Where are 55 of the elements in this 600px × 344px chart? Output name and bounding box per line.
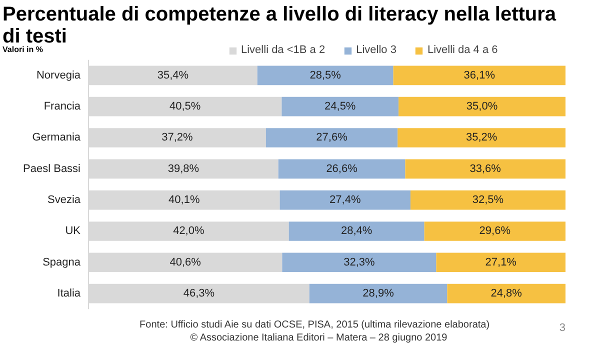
y-tick-label: Svezia <box>47 194 82 206</box>
data-label: 33,6% <box>470 162 502 175</box>
bar <box>282 252 436 272</box>
legend-label: Livello 3 <box>356 44 396 56</box>
bar <box>398 96 566 116</box>
bar <box>282 96 399 116</box>
bar <box>424 222 566 241</box>
text: 3 <box>559 322 566 334</box>
data-label: 40,5% <box>170 100 201 113</box>
data-label: 39,8% <box>168 162 200 175</box>
data-label: 28,9% <box>362 288 394 300</box>
bar <box>288 222 424 241</box>
data-label: 32,5% <box>472 194 504 206</box>
bar <box>309 284 448 304</box>
text: © Associazione Italiana Editori – Matera – 28 giugno 2019 <box>190 332 448 344</box>
bar <box>393 66 566 86</box>
y-tick-label: Francia <box>44 100 82 113</box>
y-tick-label: Spagna <box>42 256 82 268</box>
data-label: 24,5% <box>324 100 356 113</box>
data-label: 28,4% <box>340 225 372 238</box>
data-label: 32,3% <box>344 256 376 268</box>
y-tick-label: Germania <box>32 132 82 144</box>
data-label: 29,6% <box>479 225 511 238</box>
data-label: 35,2% <box>466 132 498 144</box>
data-label: 28,5% <box>310 69 342 82</box>
data-label: 46,3% <box>183 288 215 300</box>
source-note: Fonte: Ufficio studi Aie su dati OCSE, PISA, 2015 (ultima rilevazione elaborata) <box>140 320 490 331</box>
bar <box>436 252 566 272</box>
data-label: 42,0% <box>173 225 204 238</box>
data-label: 40,1% <box>168 194 200 206</box>
bar <box>398 128 566 148</box>
data-label: 36,1% <box>464 69 496 82</box>
bar <box>257 66 394 86</box>
bar <box>280 190 410 210</box>
bar <box>405 159 566 179</box>
data-label: 37,2% <box>162 132 194 144</box>
data-label: 27,6% <box>316 132 348 144</box>
data-label: 27,1% <box>485 256 517 268</box>
bar <box>447 284 566 304</box>
text: Valori in % <box>2 44 43 54</box>
data-label: 40,6% <box>170 256 202 268</box>
legend-label: Livelli da 4 a 6 <box>427 44 498 56</box>
bar <box>278 159 406 179</box>
bar <box>410 190 566 210</box>
data-label: 35,0% <box>466 100 498 113</box>
y-tick-label: Italia <box>57 288 82 300</box>
data-label: 35,4% <box>157 69 189 82</box>
y-tick-label: UK <box>65 225 82 238</box>
y-tick-label: Paesl Bassi <box>23 162 81 175</box>
y-tick-label: Norvegia <box>36 69 82 82</box>
data-label: 26,6% <box>326 162 358 175</box>
data-label: 27,4% <box>330 194 361 206</box>
data-label: 24,8% <box>490 288 522 300</box>
legend-label: Livelli da <1B a 2 <box>241 44 326 56</box>
bar <box>266 128 398 148</box>
